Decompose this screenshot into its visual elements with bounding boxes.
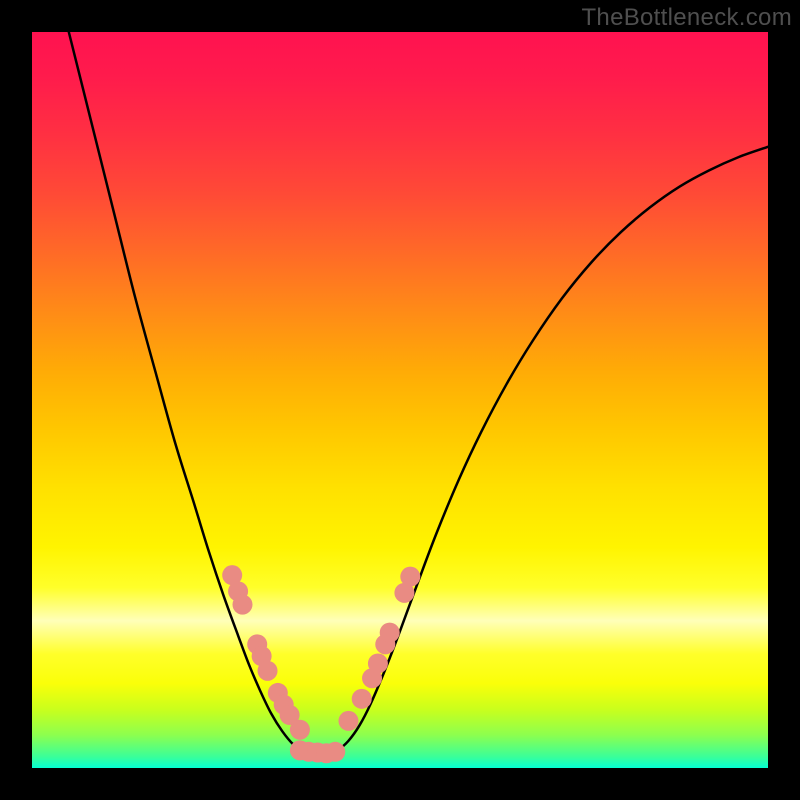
data-marker [400,567,420,587]
gradient-plot-area [32,32,768,768]
data-marker [380,623,400,643]
data-marker [258,661,278,681]
data-marker [290,720,310,740]
data-marker [338,711,358,731]
data-marker [352,689,372,709]
data-marker [368,653,388,673]
credit-label: TheBottleneck.com [581,4,792,32]
chart-svg [0,0,800,800]
data-marker [232,595,252,615]
data-marker [325,742,345,762]
chart-stage: TheBottleneck.com [0,0,800,800]
